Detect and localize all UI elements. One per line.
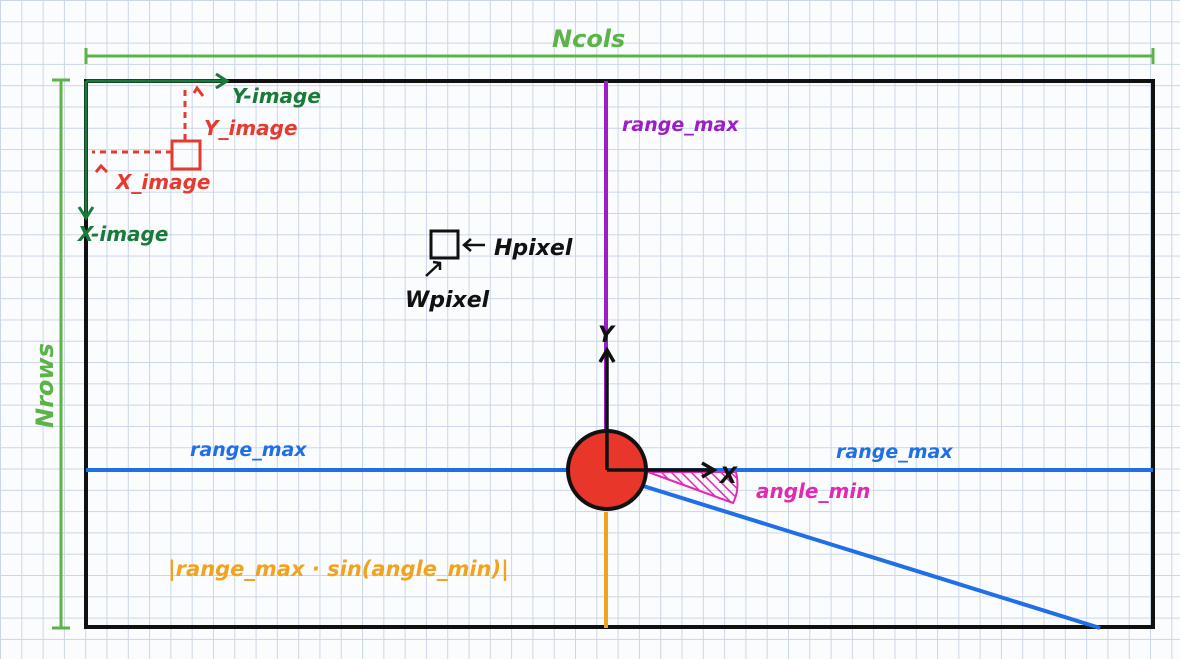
nrows-label: Nrows (31, 343, 59, 428)
range-max-vertical-label: range_max (622, 114, 739, 136)
image-offsets (92, 85, 205, 174)
y-image-axis-label: Y-image (232, 84, 321, 108)
ncols-label: Ncols (552, 25, 625, 53)
image-axes (77, 72, 230, 221)
pixel-size-arrows (425, 238, 485, 277)
axis-y-label: Y (598, 323, 616, 348)
range-max-right-label: range_max (836, 441, 953, 463)
image-frame (84, 79, 1155, 629)
range-max-left-label: range_max (190, 439, 307, 461)
y-image-offset-label: Y_image (204, 116, 298, 140)
x-image-offset-label: X_image (114, 170, 211, 194)
formula-label: |range_max · sin(angle_min)| (168, 557, 509, 582)
x-image-axis-label: X-image (76, 222, 168, 246)
example-pixel-box (170, 139, 202, 171)
h-pixel-label: Hpixel (494, 236, 573, 261)
angle-min-hatch (647, 471, 739, 505)
w-pixel-label: Wpixel (405, 288, 490, 313)
ncols-dimension (84, 48, 1155, 64)
axis-x-label: X (718, 464, 738, 489)
nrows-dimension (52, 78, 70, 630)
pixel-size-box (429, 229, 460, 260)
angle-min-label: angle_min (756, 479, 870, 503)
sensor-axes (598, 346, 718, 479)
angle-min-ray (639, 483, 1101, 630)
